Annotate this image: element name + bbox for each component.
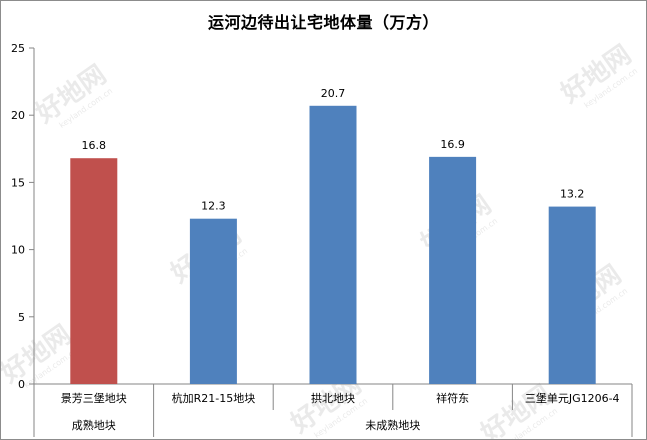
group-label: 未成熟地块 [365, 418, 420, 432]
y-tick-label: 20 [11, 109, 25, 122]
chart-title: 运河边待出让宅地体量（万方） [207, 13, 439, 32]
bar-value-label: 13.2 [560, 188, 585, 201]
y-tick-label: 5 [18, 311, 25, 324]
group-label: 成熟地块 [72, 418, 116, 432]
bar [309, 105, 357, 385]
category-label: 拱北地块 [311, 391, 355, 405]
bar-value-label: 12.3 [201, 200, 226, 213]
bar-value-label: 20.7 [321, 87, 346, 100]
category-label: 景芳三堡地块 [61, 391, 127, 405]
category-label: 祥符东 [436, 391, 469, 405]
bar [429, 156, 477, 384]
category-label: 三堡单元JG1206-4 [525, 391, 620, 405]
y-tick-label: 25 [11, 42, 25, 55]
bar-value-label: 16.8 [82, 139, 107, 152]
watermark-text: 好地网 [475, 380, 557, 439]
y-tick-label: 0 [18, 378, 25, 391]
y-tick-label: 10 [11, 244, 25, 257]
bar [548, 206, 596, 384]
category-label: 杭加R21-15地块 [172, 391, 256, 405]
y-tick-label: 15 [11, 176, 25, 189]
bar-value-label: 16.9 [440, 138, 465, 151]
bar [189, 218, 237, 384]
bar [70, 158, 118, 384]
